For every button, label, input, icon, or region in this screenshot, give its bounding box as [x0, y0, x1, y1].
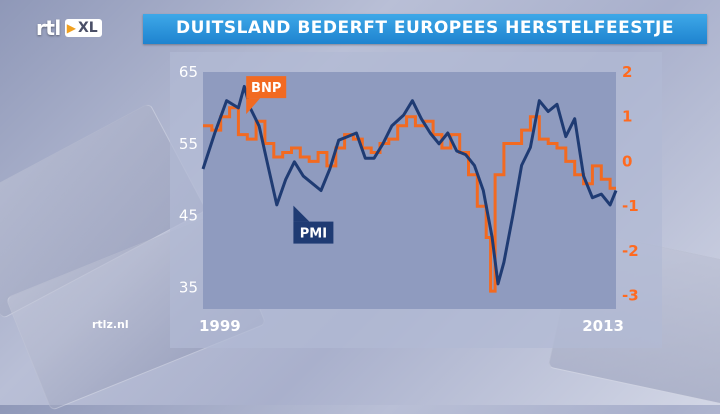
title-bar: DUITSLAND BEDERFT EUROPEES HERSTELFEESTJ… [143, 14, 707, 44]
bnp-callout-label: BNP [251, 81, 281, 96]
right-axis: -3 -2 -1 0 1 2 [622, 63, 639, 305]
bnp-series-line [203, 106, 616, 293]
play-arrow-icon: ▶ [66, 21, 77, 35]
pmi-callout-box [293, 221, 334, 244]
left-tick-label: 55 [179, 135, 198, 153]
logo-rtl-text: rtl [36, 16, 61, 40]
x-axis: 1999 2013 [199, 317, 624, 335]
right-tick-label: -3 [622, 287, 639, 305]
pmi-series-line [201, 84, 618, 286]
right-tick-label: 0 [622, 152, 632, 170]
chart-title: DUITSLAND BEDERFT EUROPEES HERSTELFEESTJ… [176, 18, 674, 38]
chart-panel: 35 45 55 65 -3 -2 -1 0 1 2 1999 2013 BNP PMI [170, 52, 662, 348]
left-tick-label: 65 [179, 63, 198, 81]
logo-xl-text: XL [78, 20, 98, 36]
right-tick-label: -2 [622, 242, 639, 260]
logo-xl-badge: ▶ XL [64, 19, 102, 37]
x-tick-label: 2013 [582, 317, 624, 335]
left-tick-label: 45 [179, 207, 198, 225]
series-callouts: BNP PMI [246, 76, 334, 244]
left-tick-label: 35 [179, 278, 198, 296]
x-tick-label: 1999 [199, 317, 241, 335]
chart-svg: 35 45 55 65 -3 -2 -1 0 1 2 1999 2013 BNP PMI [179, 63, 639, 335]
right-tick-label: -1 [622, 197, 639, 215]
website-label: rtlz.nl [92, 318, 129, 331]
right-tick-label: 1 [622, 108, 632, 126]
pmi-callout-pointer [293, 205, 310, 222]
pmi-callout-label: PMI [300, 227, 327, 242]
bnp-callout-box [246, 76, 287, 99]
left-axis: 35 45 55 65 [179, 63, 198, 296]
right-tick-label: 2 [622, 63, 632, 81]
rtl-xl-logo: rtl ▶ XL [36, 14, 102, 42]
bnp-callout-pointer [246, 98, 261, 115]
